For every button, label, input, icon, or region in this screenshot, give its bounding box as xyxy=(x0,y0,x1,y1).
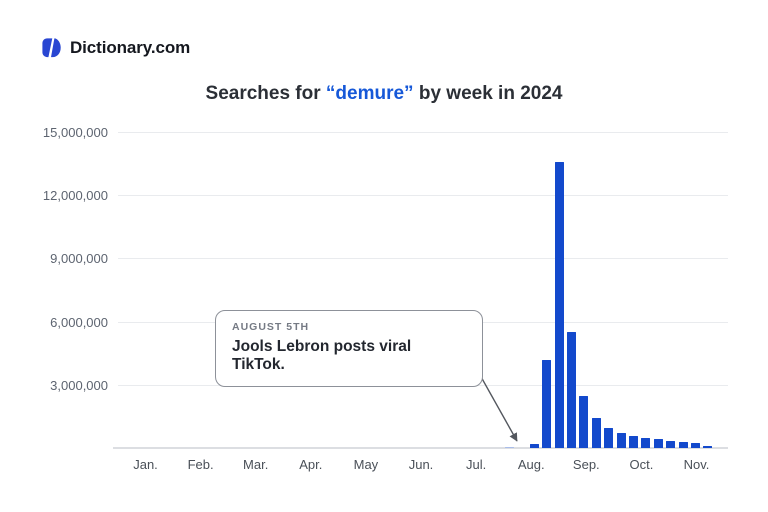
chart-title: Searches for “demure” by week in 2024 xyxy=(0,83,768,105)
annotation-text: Jools Lebron posts viral TikTok. xyxy=(232,338,412,373)
y-axis-label: 6,000,000 xyxy=(50,314,108,330)
y-axis-label: 9,000,000 xyxy=(50,251,108,267)
bar-week-sep-9[interactable] xyxy=(591,417,601,448)
x-axis-label-oct: Oct. xyxy=(629,457,654,472)
gridline-12000000 xyxy=(118,195,728,197)
bar-week-nov-11[interactable] xyxy=(703,445,713,448)
x-axis-line xyxy=(113,447,728,449)
annotation-arrow xyxy=(479,374,518,442)
bar-week-oct-28[interactable] xyxy=(678,441,688,448)
title-prefix: Searches for xyxy=(205,83,326,104)
x-axis-label-jan: Jan. xyxy=(133,457,158,472)
bar-week-aug-19[interactable] xyxy=(554,161,564,448)
bar-week-aug-26[interactable] xyxy=(566,332,576,448)
y-axis-label: 15,000,000 xyxy=(42,125,108,140)
bar-week-sep-23[interactable] xyxy=(616,433,626,448)
x-axis-label-nov: Nov. xyxy=(683,457,710,472)
bar-week-aug-12[interactable] xyxy=(542,359,552,448)
dictionary-com-logo[interactable]: Dictionary.com xyxy=(40,36,190,59)
x-axis-label-sep: Sep. xyxy=(572,457,600,472)
annotation-date: AUGUST 5TH xyxy=(232,321,310,333)
annotation-callout: AUGUST 5TH Jools Lebron posts viral TikT… xyxy=(215,310,483,387)
x-axis-label-feb: Feb. xyxy=(187,457,214,472)
x-axis-label-aug: Aug. xyxy=(517,457,545,472)
bar-week-sep-30[interactable] xyxy=(628,436,638,448)
bar-week-sep-16[interactable] xyxy=(604,428,614,448)
logo-wordmark: Dictionary.com xyxy=(70,37,191,57)
x-axis-label-mar: Mar. xyxy=(243,457,269,472)
y-axis-label: 12,000,000 xyxy=(42,188,108,204)
x-axis-label-jul: Jul. xyxy=(465,457,487,472)
y-axis-label: 3,000,000 xyxy=(50,377,108,393)
gridline-9000000 xyxy=(118,258,728,260)
title-suffix: by week in 2024 xyxy=(413,83,563,104)
bar-week-oct-7[interactable] xyxy=(641,437,651,448)
bar-week-jul-22[interactable] xyxy=(504,446,514,448)
bar-week-sep-2[interactable] xyxy=(579,396,589,448)
bar-week-nov-4[interactable] xyxy=(690,442,700,448)
x-axis-label-jun: Jun. xyxy=(408,457,434,472)
x-axis-label-apr: Apr. xyxy=(299,457,323,472)
bar-week-oct-21[interactable] xyxy=(666,440,676,448)
bar-week-oct-14[interactable] xyxy=(653,438,663,448)
bar-week-aug-5[interactable] xyxy=(529,443,539,448)
gridline-15000000 xyxy=(118,132,728,133)
x-axis-label-may: May xyxy=(353,457,379,472)
title-highlight-demure: “demure” xyxy=(325,83,414,104)
plot-area: 15,000,000 12,000,000 9,000,000 6,000,000 3,… xyxy=(43,125,728,472)
dictionary-logo-icon xyxy=(42,38,61,58)
